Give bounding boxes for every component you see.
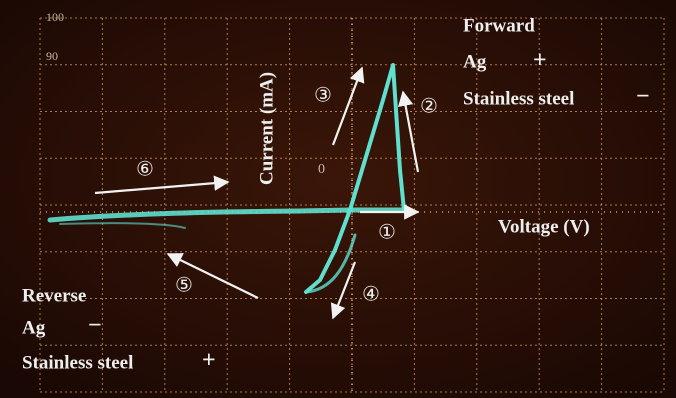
- reverse-sign: −: [88, 313, 102, 339]
- reverse-title: Reverse: [22, 285, 86, 306]
- scale-label: 100: [46, 10, 64, 24]
- forward-sign: −: [636, 84, 650, 110]
- forward-title: Forward: [463, 15, 535, 36]
- scale-label: 90: [46, 49, 58, 63]
- reverse-electrode: Ag: [22, 317, 46, 338]
- step-marker: ①: [378, 220, 396, 244]
- origin-label: 0: [318, 162, 325, 177]
- reverse-electrode: Stainless steel: [22, 352, 133, 373]
- forward-electrode: Ag: [463, 51, 487, 72]
- step-marker: ⑤: [175, 273, 193, 297]
- x-axis-label: Voltage (V): [498, 216, 590, 237]
- step-marker: ⑥: [136, 157, 154, 181]
- forward-sign: +: [533, 48, 547, 74]
- oscilloscope-photo: 100 90 0 Current (mA) Voltage (V) Forwar…: [0, 0, 676, 398]
- reverse-sign: +: [202, 348, 216, 374]
- step-marker: ③: [314, 83, 332, 107]
- y-axis-label: Current (mA): [256, 72, 277, 185]
- forward-electrode: Stainless steel: [463, 88, 574, 109]
- step-marker: ②: [420, 94, 438, 118]
- step-marker: ④: [362, 282, 380, 306]
